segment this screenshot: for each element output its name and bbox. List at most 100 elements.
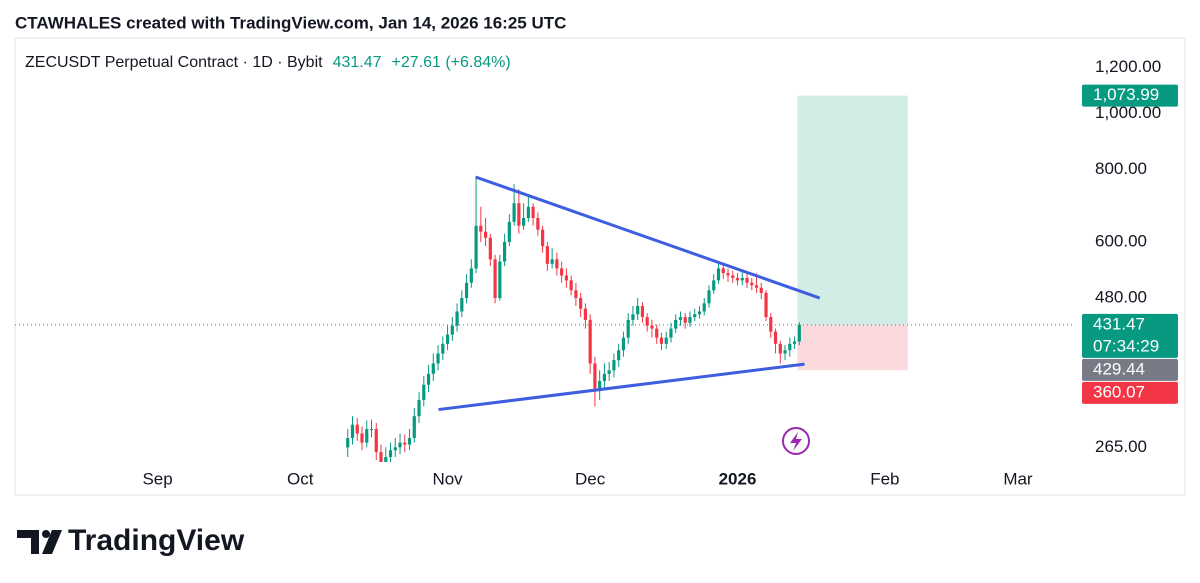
x-tick-label: Sep: [142, 469, 172, 488]
candle-body: [384, 457, 388, 462]
x-tick-label: Oct: [287, 469, 314, 488]
x-tick-label: 2026: [719, 469, 757, 488]
candle-body: [797, 324, 801, 342]
candle-body: [693, 314, 697, 318]
candle-body: [650, 325, 654, 329]
candle-body: [612, 360, 616, 371]
candle-body: [460, 298, 464, 312]
candle-body: [379, 452, 383, 462]
candle-body: [773, 331, 778, 344]
candle-body: [726, 273, 730, 276]
y-tick-label: 1,000.00: [1095, 103, 1161, 122]
candle-body: [398, 442, 402, 448]
candle-body: [374, 429, 378, 453]
candle-body: [626, 319, 630, 338]
candle-body: [579, 298, 583, 309]
candle-body: [531, 206, 535, 218]
candle-body: [669, 328, 673, 338]
x-tick-label: Dec: [575, 469, 606, 488]
price-tag: [1082, 358, 1178, 381]
candle-body: [740, 277, 744, 281]
candle-body: [678, 317, 683, 320]
candle-body: [602, 373, 607, 382]
price-tag: [1082, 84, 1178, 107]
candle-body: [659, 337, 664, 344]
candle-body: [783, 350, 787, 354]
candle-body: [636, 306, 640, 315]
candle-body: [365, 429, 369, 443]
candle-body: [403, 442, 407, 445]
symbol-title: ZECUSDT Perpetual Contract · 1D · Bybit: [25, 54, 323, 71]
candle-body: [550, 259, 554, 264]
candle-body: [517, 203, 521, 226]
candle-body: [450, 325, 454, 335]
chart-frame: [14, 37, 1186, 496]
last-price: 431.47: [333, 54, 382, 71]
candle-body: [697, 311, 702, 315]
candle-body: [735, 277, 740, 281]
candle-body: [355, 424, 359, 434]
candle-body: [792, 341, 797, 344]
attribution: CTAWHALES created with TradingView.com, …: [15, 13, 566, 32]
candle-body: [664, 337, 668, 344]
candle-body: [426, 373, 431, 385]
candle-body: [412, 416, 416, 439]
candle-body: [731, 275, 735, 278]
y-tick-label: 800.00: [1095, 159, 1147, 178]
legend: ZECUSDT Perpetual Contract · 1D · Bybit 4…: [25, 54, 511, 71]
candle-body: [502, 241, 507, 262]
candle-body: [788, 343, 792, 351]
candle-body: [431, 363, 435, 374]
candle-body: [536, 217, 540, 230]
candle-body: [469, 268, 473, 283]
candle-body: [574, 290, 578, 299]
price-tag: [1082, 313, 1178, 358]
x-tick-label: Nov: [432, 469, 463, 488]
candle-body: [569, 280, 573, 291]
trend-line: [438, 362, 805, 412]
candle-body: [545, 246, 549, 264]
candle-body: [555, 259, 559, 269]
loss-zone: [797, 324, 908, 371]
candle-body: [479, 225, 483, 232]
candle-body: [769, 317, 773, 332]
y-tick-label: 480.00: [1095, 288, 1147, 307]
candle-body: [621, 337, 626, 351]
candle-body: [702, 303, 706, 312]
candle-body: [564, 275, 568, 281]
candle-body: [350, 424, 355, 439]
plot-area: [15, 95, 1075, 462]
candle-body: [498, 261, 502, 299]
y-tick-label: 1,200.00: [1095, 57, 1161, 76]
candle-body: [759, 287, 763, 293]
candle-body: [593, 363, 597, 389]
candle-body: [393, 447, 397, 451]
candle-body: [607, 370, 611, 374]
candle-body: [645, 317, 649, 326]
y-tick-label: 600.00: [1095, 231, 1147, 250]
lightning-icon: [782, 427, 810, 455]
trend-line: [475, 175, 821, 300]
y-tick-label: 265.00: [1095, 437, 1147, 456]
candle-body: [683, 317, 687, 323]
candle-body: [640, 306, 645, 318]
candle-body: [674, 319, 678, 329]
candle-body: [493, 259, 497, 299]
candle-body: [598, 381, 602, 389]
candle-body: [369, 429, 374, 431]
candle-body: [754, 285, 759, 288]
candle-body: [488, 237, 492, 260]
candle-body: [445, 334, 450, 344]
candle-body: [583, 308, 588, 320]
candle-body: [522, 217, 526, 226]
candle-body: [712, 280, 716, 291]
candle-body: [560, 268, 564, 276]
candle-body: [417, 399, 421, 417]
countdown: 07:34:29: [1093, 336, 1159, 355]
candle-body: [360, 433, 364, 443]
candle-body: [716, 268, 721, 281]
price-tag-label: 431.47: [1093, 314, 1145, 333]
candle-body: [474, 225, 478, 269]
candle-body: [464, 282, 469, 299]
candle-body: [778, 343, 782, 354]
